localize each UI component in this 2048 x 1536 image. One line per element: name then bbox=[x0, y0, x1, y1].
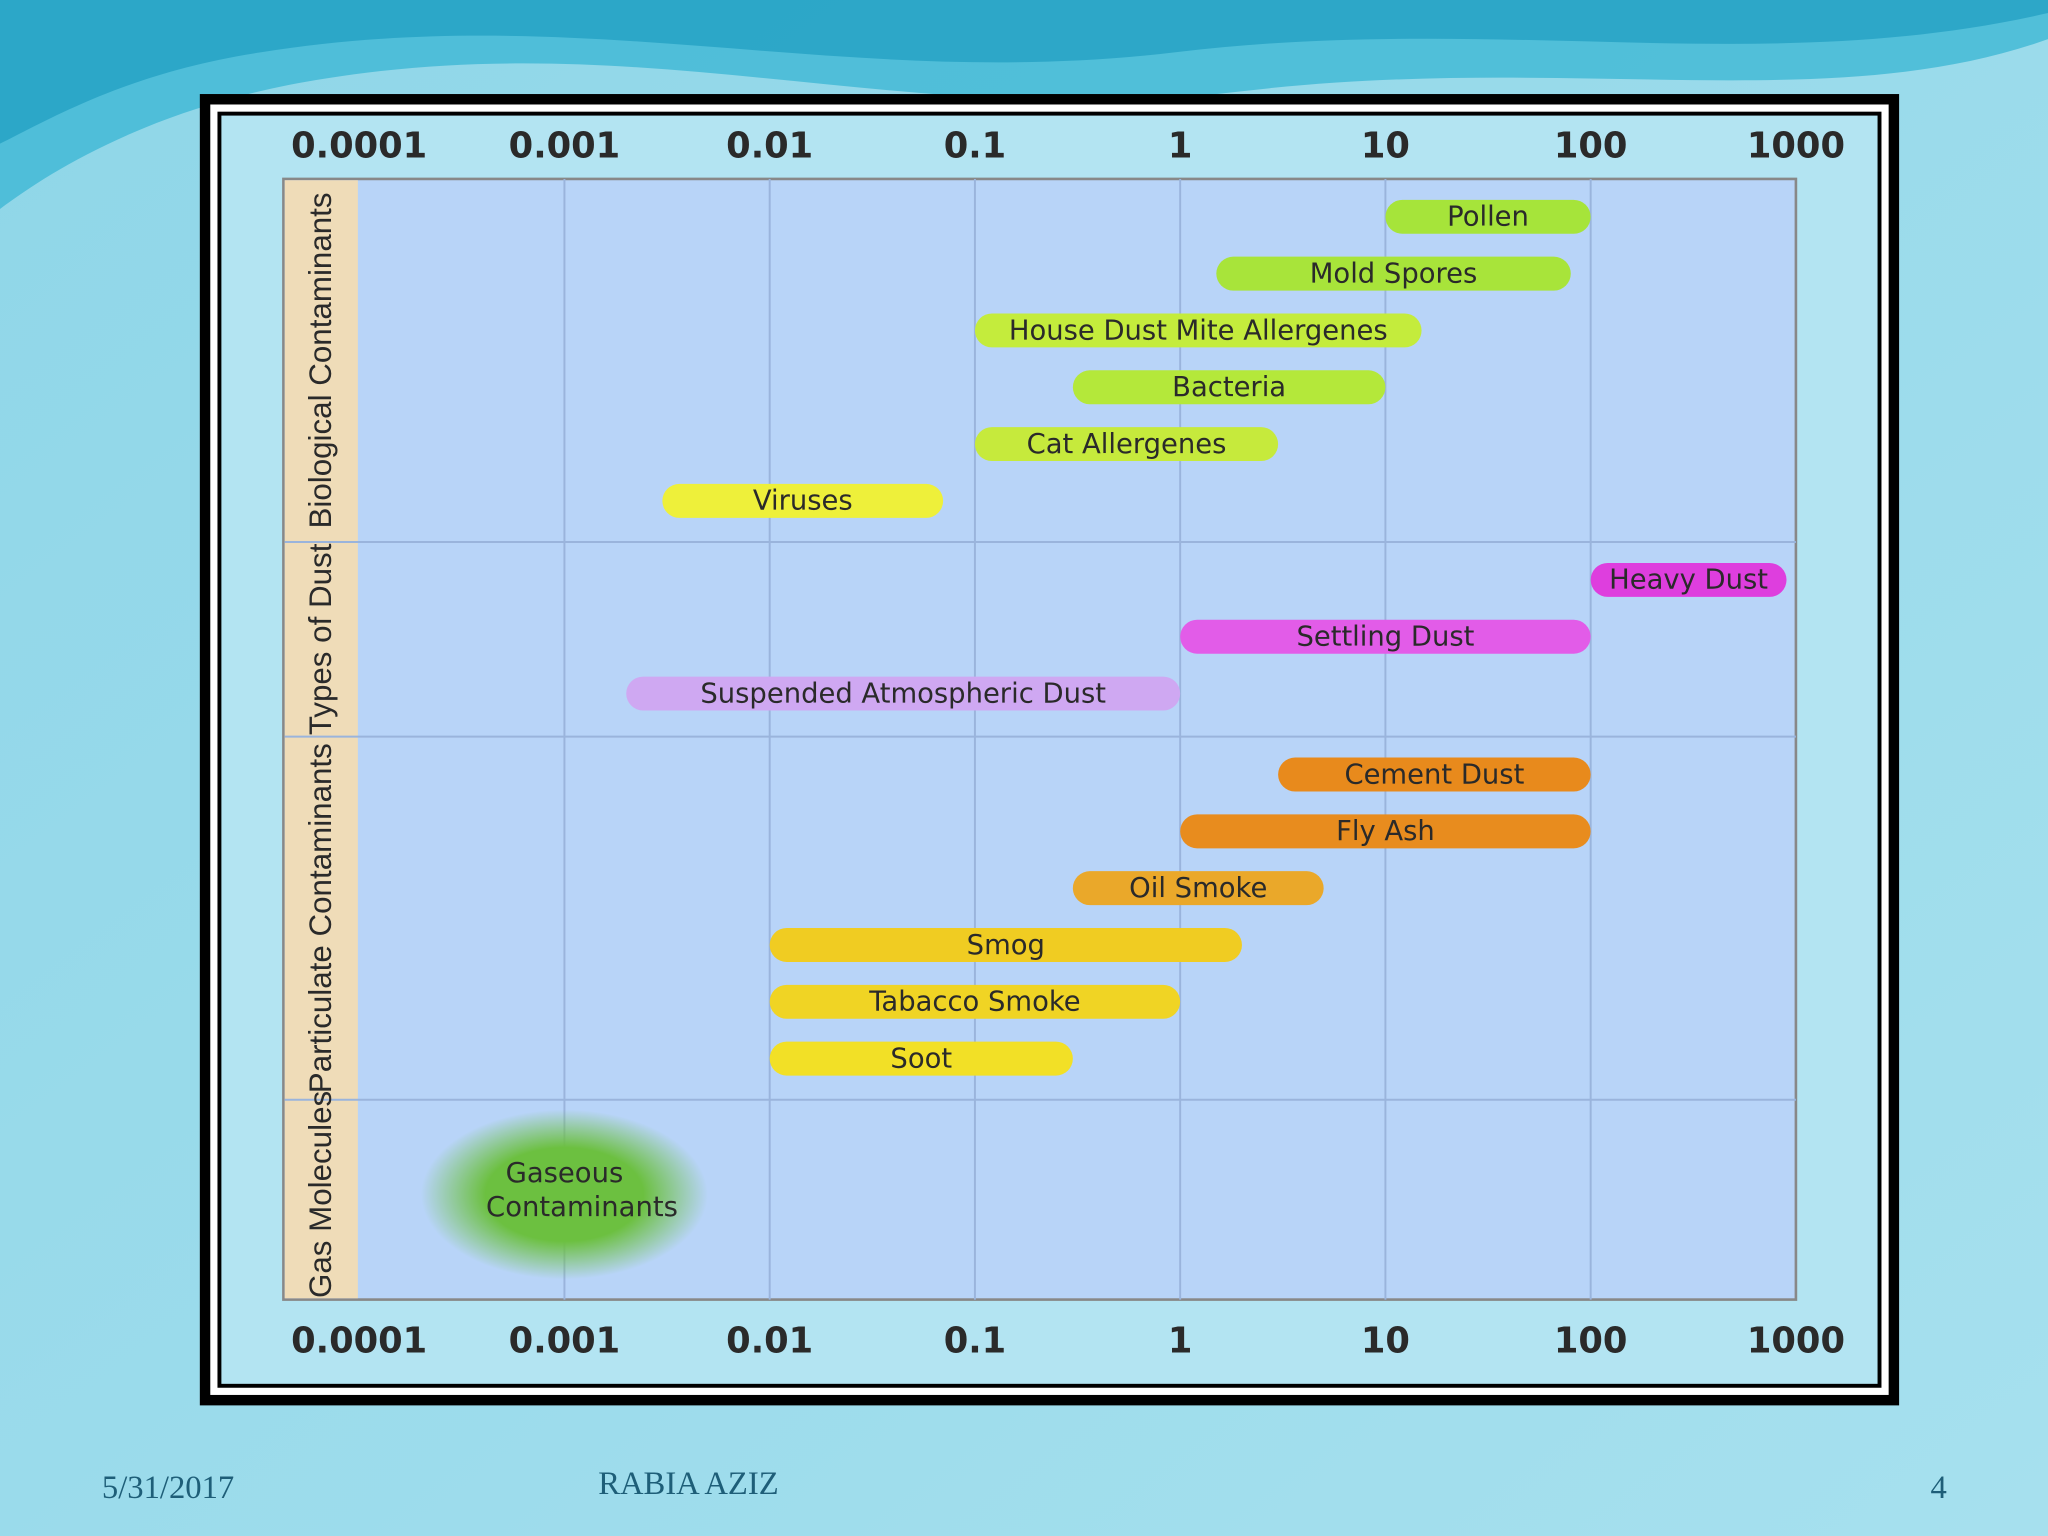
group-label: Particulate Contaminants bbox=[303, 743, 338, 1093]
bar-label: Suspended Atmospheric Dust bbox=[700, 678, 1106, 709]
footer-author: RABIA AZIZ bbox=[598, 1466, 778, 1502]
x-tick-label-bottom: 0.0001 bbox=[291, 1321, 427, 1362]
footer-date: 5/31/2017 bbox=[102, 1470, 234, 1506]
bar-label: Mold Spores bbox=[1310, 258, 1478, 289]
group-strip bbox=[284, 180, 358, 1299]
group-label: Gas Molecules bbox=[303, 1091, 338, 1298]
x-tick-label-bottom: 10 bbox=[1361, 1321, 1410, 1362]
bar-label: Smog bbox=[967, 930, 1045, 961]
bar-label: Cement Dust bbox=[1344, 759, 1524, 790]
x-tick-label-bottom: 0.001 bbox=[509, 1321, 621, 1362]
range-bar bbox=[974, 313, 1422, 348]
bar-label: Gaseous Contaminants bbox=[486, 1156, 678, 1222]
bar-label: House Dust Mite Allergenes bbox=[1009, 315, 1388, 346]
x-tick-label-top: 0.0001 bbox=[291, 126, 427, 167]
x-tick-label-bottom: 100 bbox=[1554, 1321, 1628, 1362]
x-tick-label-bottom: 0.1 bbox=[944, 1321, 1006, 1362]
bar-label: Fly Ash bbox=[1336, 816, 1435, 847]
group-label: Biological Contaminants bbox=[303, 192, 338, 528]
label-box: Gaseous Contaminants bbox=[486, 1156, 678, 1222]
range-bar bbox=[1180, 619, 1591, 654]
x-tick-label-top: 0.1 bbox=[944, 126, 1006, 167]
range-bar bbox=[974, 427, 1279, 462]
x-tick-label-top: 100 bbox=[1554, 126, 1628, 167]
bar-label: Pollen bbox=[1447, 202, 1529, 233]
footer-page: 4 bbox=[1930, 1470, 1946, 1506]
gas-blob bbox=[420, 1109, 708, 1280]
x-tick-label-top: 1000 bbox=[1747, 126, 1845, 167]
range-bar bbox=[769, 928, 1242, 962]
range-bar bbox=[769, 1041, 1073, 1076]
x-tick-label-bottom: 1000 bbox=[1747, 1321, 1845, 1362]
group-label: Types of Dust bbox=[303, 543, 338, 735]
range-bar bbox=[1072, 871, 1324, 906]
range-bar bbox=[1590, 562, 1787, 597]
x-tick-label-bottom: 0.01 bbox=[726, 1321, 813, 1362]
range-bar bbox=[769, 984, 1181, 1019]
bar-label: Oil Smoke bbox=[1129, 873, 1267, 904]
x-tick-label-bottom: 1 bbox=[1168, 1321, 1193, 1362]
range-bar bbox=[662, 483, 944, 518]
wave bbox=[0, 0, 2048, 144]
range-bar bbox=[1278, 757, 1591, 792]
bar-label: Heavy Dust bbox=[1609, 565, 1768, 596]
range-bar bbox=[1180, 814, 1591, 849]
range-bar bbox=[626, 676, 1181, 711]
range-bar bbox=[1072, 370, 1386, 405]
bar-label: Soot bbox=[890, 1043, 952, 1074]
bar-label: Settling Dust bbox=[1296, 622, 1474, 653]
x-tick-label-top: 10 bbox=[1361, 126, 1410, 167]
bar-label: Tabacco Smoke bbox=[868, 987, 1080, 1018]
bar-label: Viruses bbox=[753, 486, 853, 517]
bar-label: Bacteria bbox=[1172, 372, 1286, 403]
range-bar bbox=[1385, 199, 1591, 234]
bar-label: Cat Allergenes bbox=[1027, 429, 1227, 460]
x-tick-label-top: 1 bbox=[1168, 126, 1193, 167]
x-tick-label-top: 0.001 bbox=[509, 126, 621, 167]
x-tick-label-top: 0.01 bbox=[726, 126, 813, 167]
wave bbox=[0, 0, 2048, 209]
range-bar bbox=[1216, 256, 1571, 291]
